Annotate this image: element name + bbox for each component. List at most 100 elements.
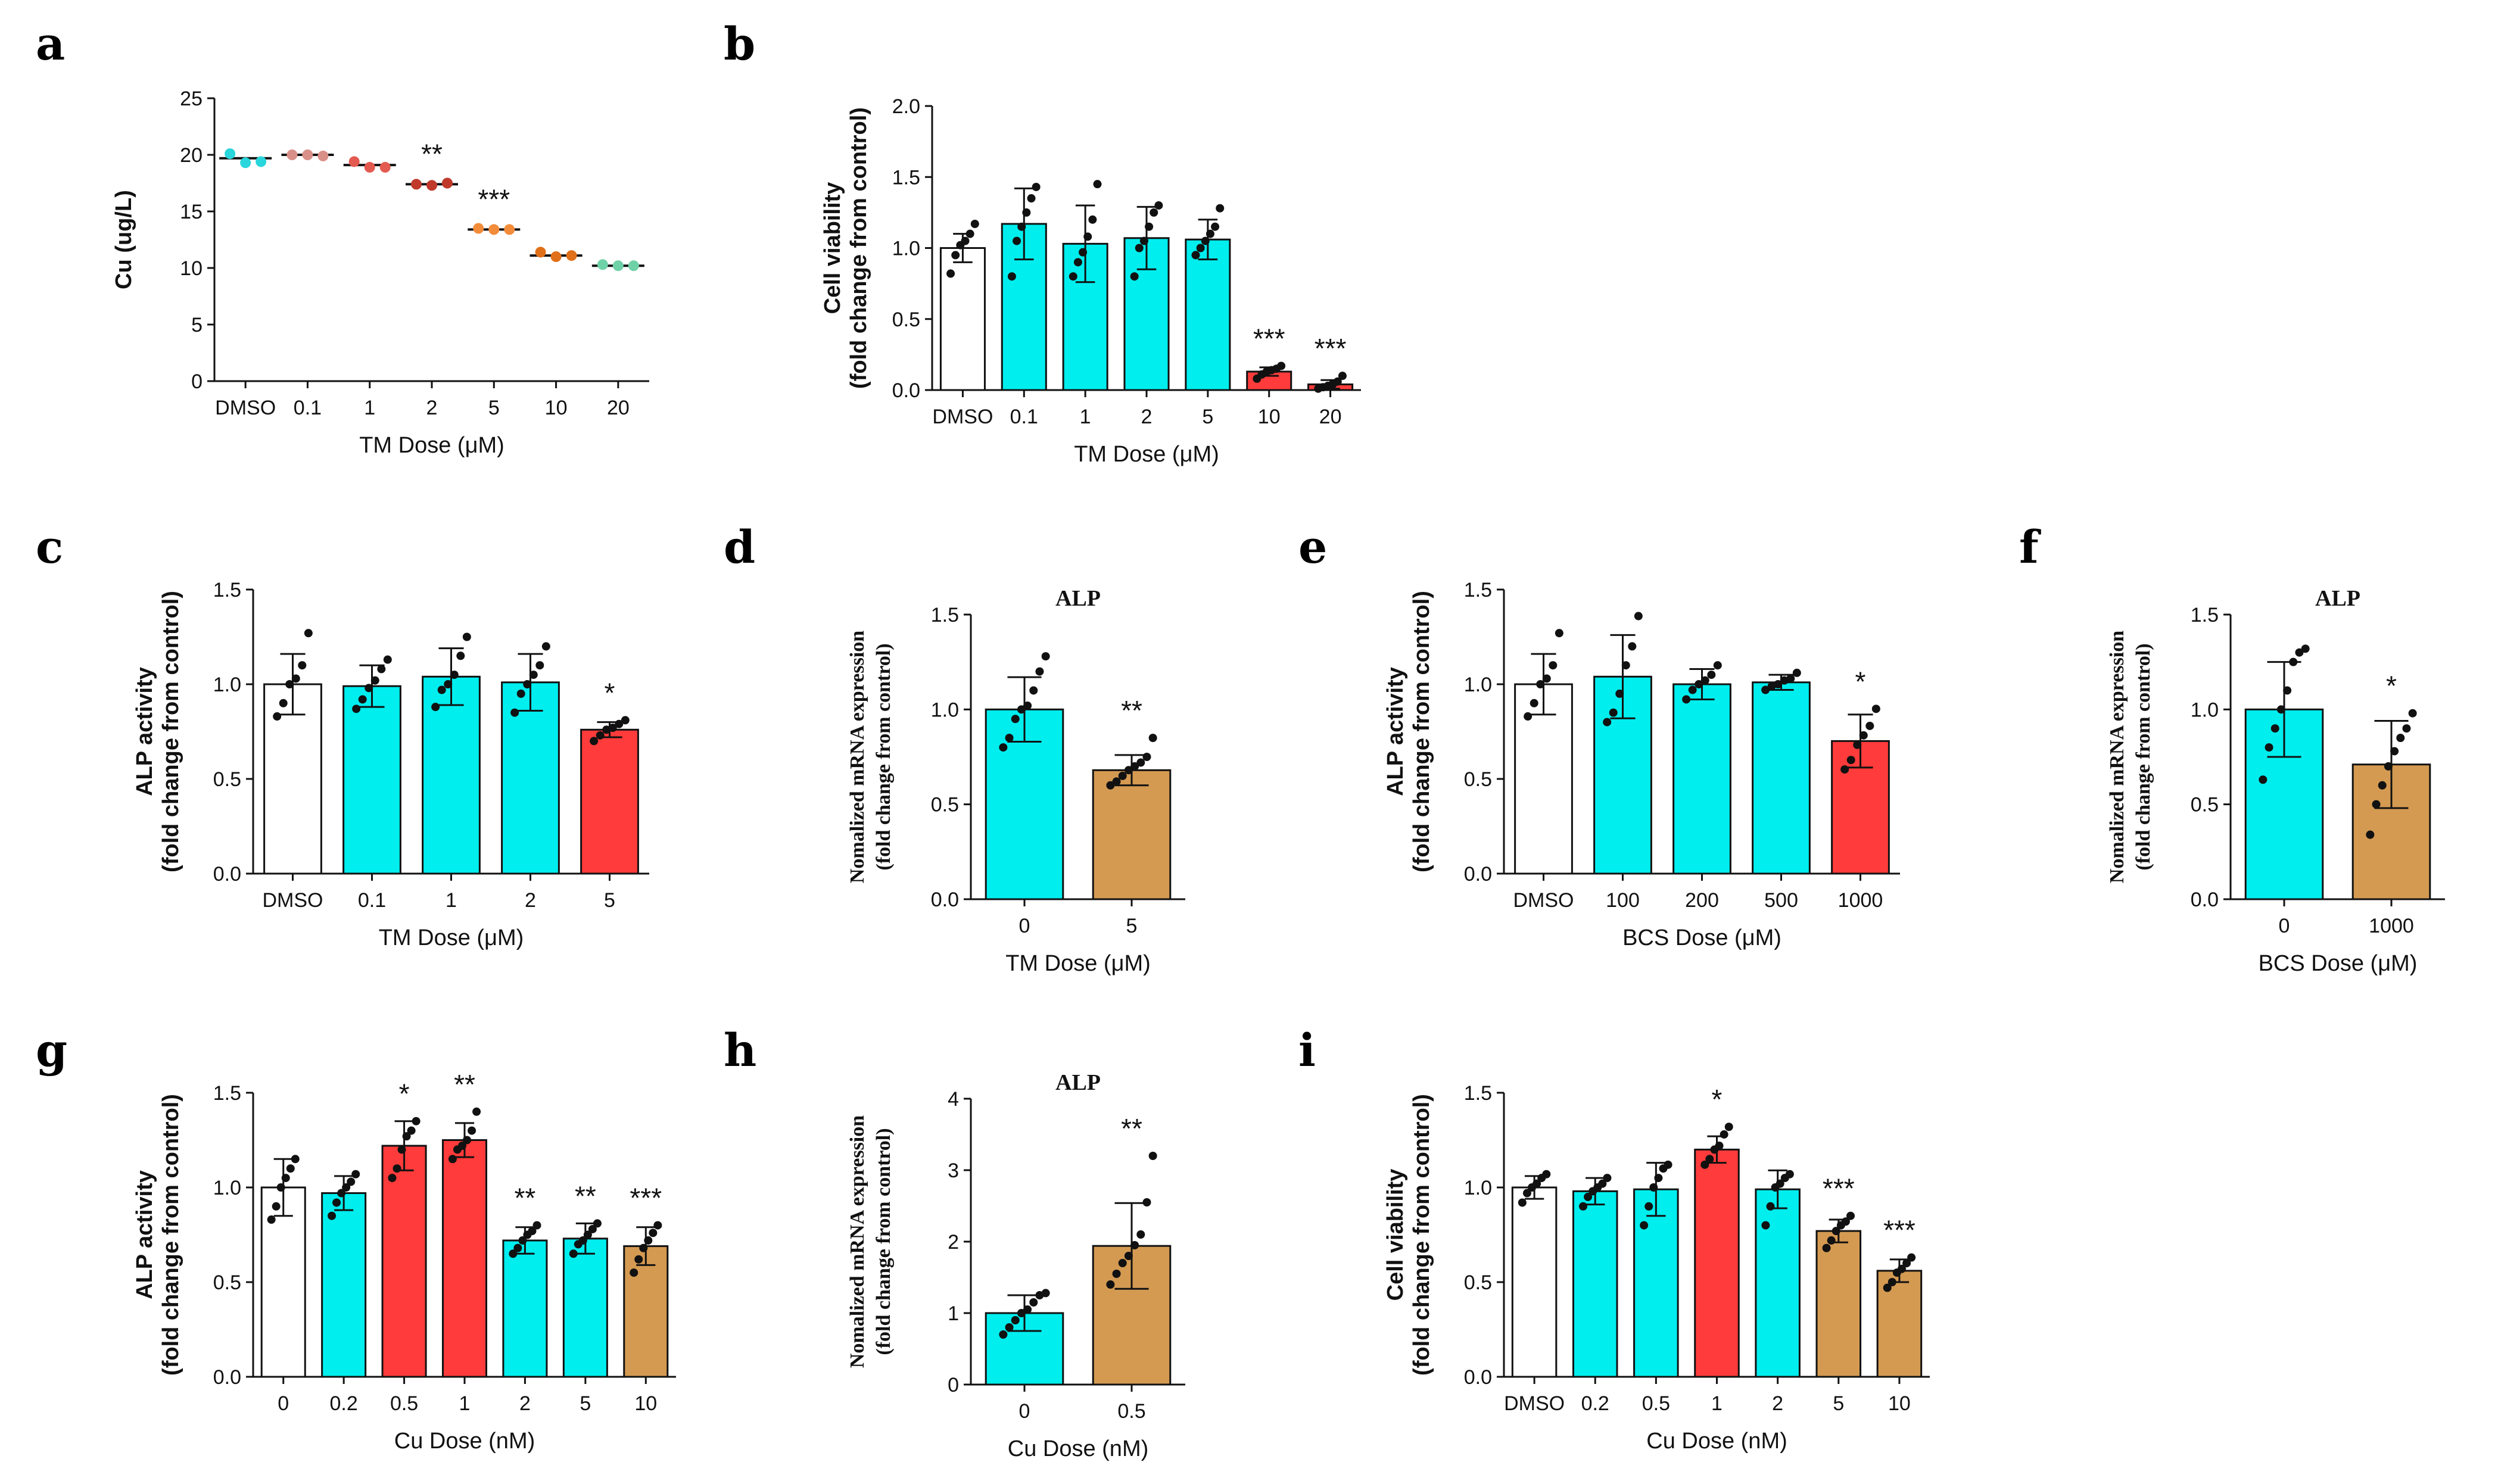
bar <box>422 675 481 875</box>
data-point <box>1017 222 1026 231</box>
bar <box>1511 1186 1558 1378</box>
data-point <box>291 674 300 683</box>
x-tick-label: 100 <box>1606 889 1640 912</box>
data-point <box>279 699 288 707</box>
data-point <box>1644 1202 1653 1211</box>
data-point <box>523 680 532 688</box>
chart-title: ALP <box>1055 1070 1101 1095</box>
y-tick-label: 1.0 <box>2191 699 2219 721</box>
data-point <box>1142 753 1151 761</box>
data-point <box>1792 668 1801 677</box>
data-point <box>1700 1160 1709 1169</box>
significance-marker: *** <box>1315 333 1347 364</box>
data-point <box>240 157 251 169</box>
data-point <box>946 269 955 278</box>
data-point <box>1333 377 1342 386</box>
data-point <box>1688 685 1697 694</box>
bar <box>342 685 401 875</box>
data-point <box>1023 1305 1032 1314</box>
data-point <box>1005 1323 1014 1332</box>
data-point <box>2408 709 2417 718</box>
y-tick-label: 0.5 <box>1464 768 1492 791</box>
data-point <box>1148 734 1157 743</box>
data-point <box>1897 1264 1906 1273</box>
x-tick-label: 0.1 <box>358 889 386 912</box>
data-point <box>412 1117 421 1126</box>
y-axis-label: Nomalized mRNA expression <box>846 631 868 883</box>
bar <box>580 728 639 875</box>
data-point <box>2276 705 2285 714</box>
data-point <box>2270 724 2279 733</box>
x-tick-label: 500 <box>1764 889 1798 912</box>
data-point <box>970 219 979 228</box>
x-axis-label: Cu Dose (nM) <box>1646 1429 1787 1454</box>
x-tick-label: 0 <box>1019 915 1030 937</box>
y-axis-label: Cell viability <box>820 182 845 314</box>
y-axis-label: (fold change from control) <box>846 107 871 389</box>
data-point <box>532 1221 541 1230</box>
data-point <box>1112 777 1121 786</box>
y-tick-label: 1.0 <box>892 238 920 260</box>
x-tick-label: 5 <box>1202 406 1213 428</box>
x-tick-label: 0.1 <box>294 397 322 419</box>
data-point <box>267 1215 276 1224</box>
data-point <box>1130 762 1139 771</box>
data-point <box>1840 765 1849 774</box>
x-axis-label: Cu Dose (nM) <box>394 1429 535 1454</box>
panel-letter: b <box>724 17 755 70</box>
data-point <box>348 156 360 167</box>
data-point <box>1700 676 1709 685</box>
x-tick-label: 1000 <box>2369 915 2414 937</box>
data-point <box>1136 758 1145 767</box>
x-tick-label: 1 <box>459 1392 471 1415</box>
data-point <box>1846 1211 1855 1220</box>
bar <box>1815 1230 1862 1378</box>
data-point <box>1124 1252 1133 1260</box>
significance-marker: * <box>399 1078 410 1109</box>
x-axis-label: BCS Dose (μM) <box>2259 951 2418 976</box>
data-point <box>1011 1316 1020 1324</box>
x-tick-label: 2 <box>426 397 438 419</box>
y-tick-label: 1.5 <box>2191 604 2219 626</box>
data-point <box>1007 272 1016 281</box>
data-point <box>634 1255 643 1264</box>
data-point <box>1118 1259 1127 1267</box>
bar <box>1092 769 1172 900</box>
x-tick-label: 20 <box>607 397 630 419</box>
data-point <box>393 1164 401 1173</box>
y-tick-label: 5 <box>191 314 203 336</box>
data-point <box>630 1268 638 1277</box>
data-point <box>298 661 307 670</box>
data-point <box>1338 372 1347 381</box>
y-tick-label: 2.0 <box>892 95 920 118</box>
data-point <box>529 671 538 679</box>
x-tick-label: 1 <box>1080 406 1091 428</box>
data-point <box>1518 1198 1527 1207</box>
x-axis-label: TM Dose (μM) <box>1005 951 1151 976</box>
y-tick-label: 0.0 <box>213 1366 241 1389</box>
x-axis-label: Cu Dose (nM) <box>1008 1436 1149 1461</box>
bar <box>1755 1188 1801 1378</box>
y-tick-label: 10 <box>180 257 203 280</box>
data-point <box>1142 1198 1151 1206</box>
x-tick-label: 5 <box>604 889 615 912</box>
y-tick-label: 2 <box>948 1231 959 1254</box>
x-tick-label: 10 <box>1888 1392 1911 1415</box>
data-point <box>225 148 236 160</box>
data-point <box>450 671 459 679</box>
data-point <box>286 149 298 160</box>
data-point <box>1124 766 1133 775</box>
y-tick-label: 0.5 <box>892 308 920 331</box>
data-point <box>1786 674 1795 683</box>
data-point <box>411 179 422 190</box>
data-point <box>1130 1241 1139 1249</box>
data-point <box>457 1142 466 1151</box>
data-point <box>1713 661 1722 670</box>
data-point <box>1846 756 1855 765</box>
data-point <box>463 1136 472 1145</box>
data-point <box>1603 718 1612 727</box>
x-tick-label: 0.1 <box>1010 406 1038 428</box>
data-point <box>1522 1189 1531 1198</box>
y-tick-label: 0.5 <box>213 768 241 791</box>
data-point <box>2396 734 2405 743</box>
